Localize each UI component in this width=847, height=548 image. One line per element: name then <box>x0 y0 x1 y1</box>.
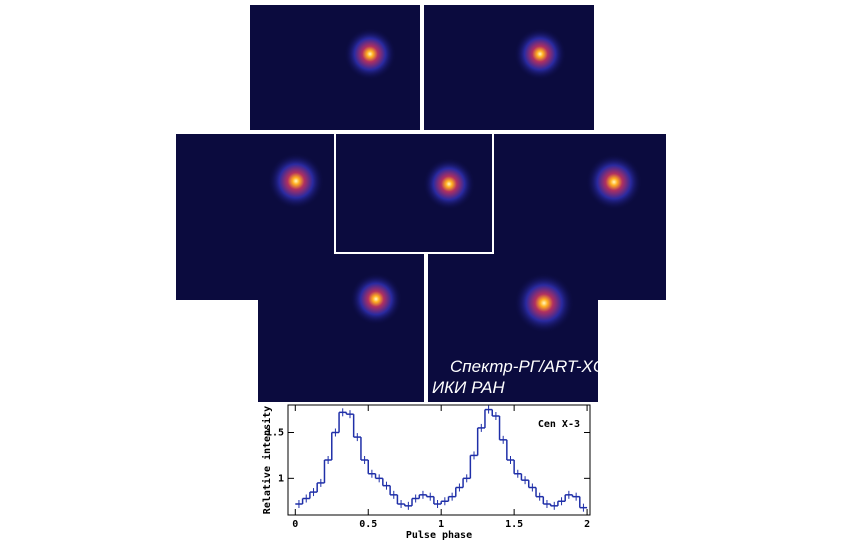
image-tiles <box>176 5 666 402</box>
x-tick-label: 1.5 <box>505 519 523 530</box>
caption: Спектр-РГ/ART-XC <box>450 357 606 376</box>
y-tick-label: 1 <box>278 473 284 484</box>
y-tick-label: 1.5 <box>266 428 284 439</box>
x-tick-label: 0.5 <box>359 519 377 530</box>
y-axis-label: Relative intensity <box>261 406 273 514</box>
chart-title: Cen X-3 <box>538 419 580 430</box>
x-axis-label: Pulse phase <box>406 530 472 541</box>
x-tick-label: 1 <box>438 519 444 530</box>
x-tick-label: 0 <box>292 519 298 530</box>
x-tick-label: 2 <box>584 519 590 530</box>
caption: ИКИ РАН <box>432 378 505 397</box>
